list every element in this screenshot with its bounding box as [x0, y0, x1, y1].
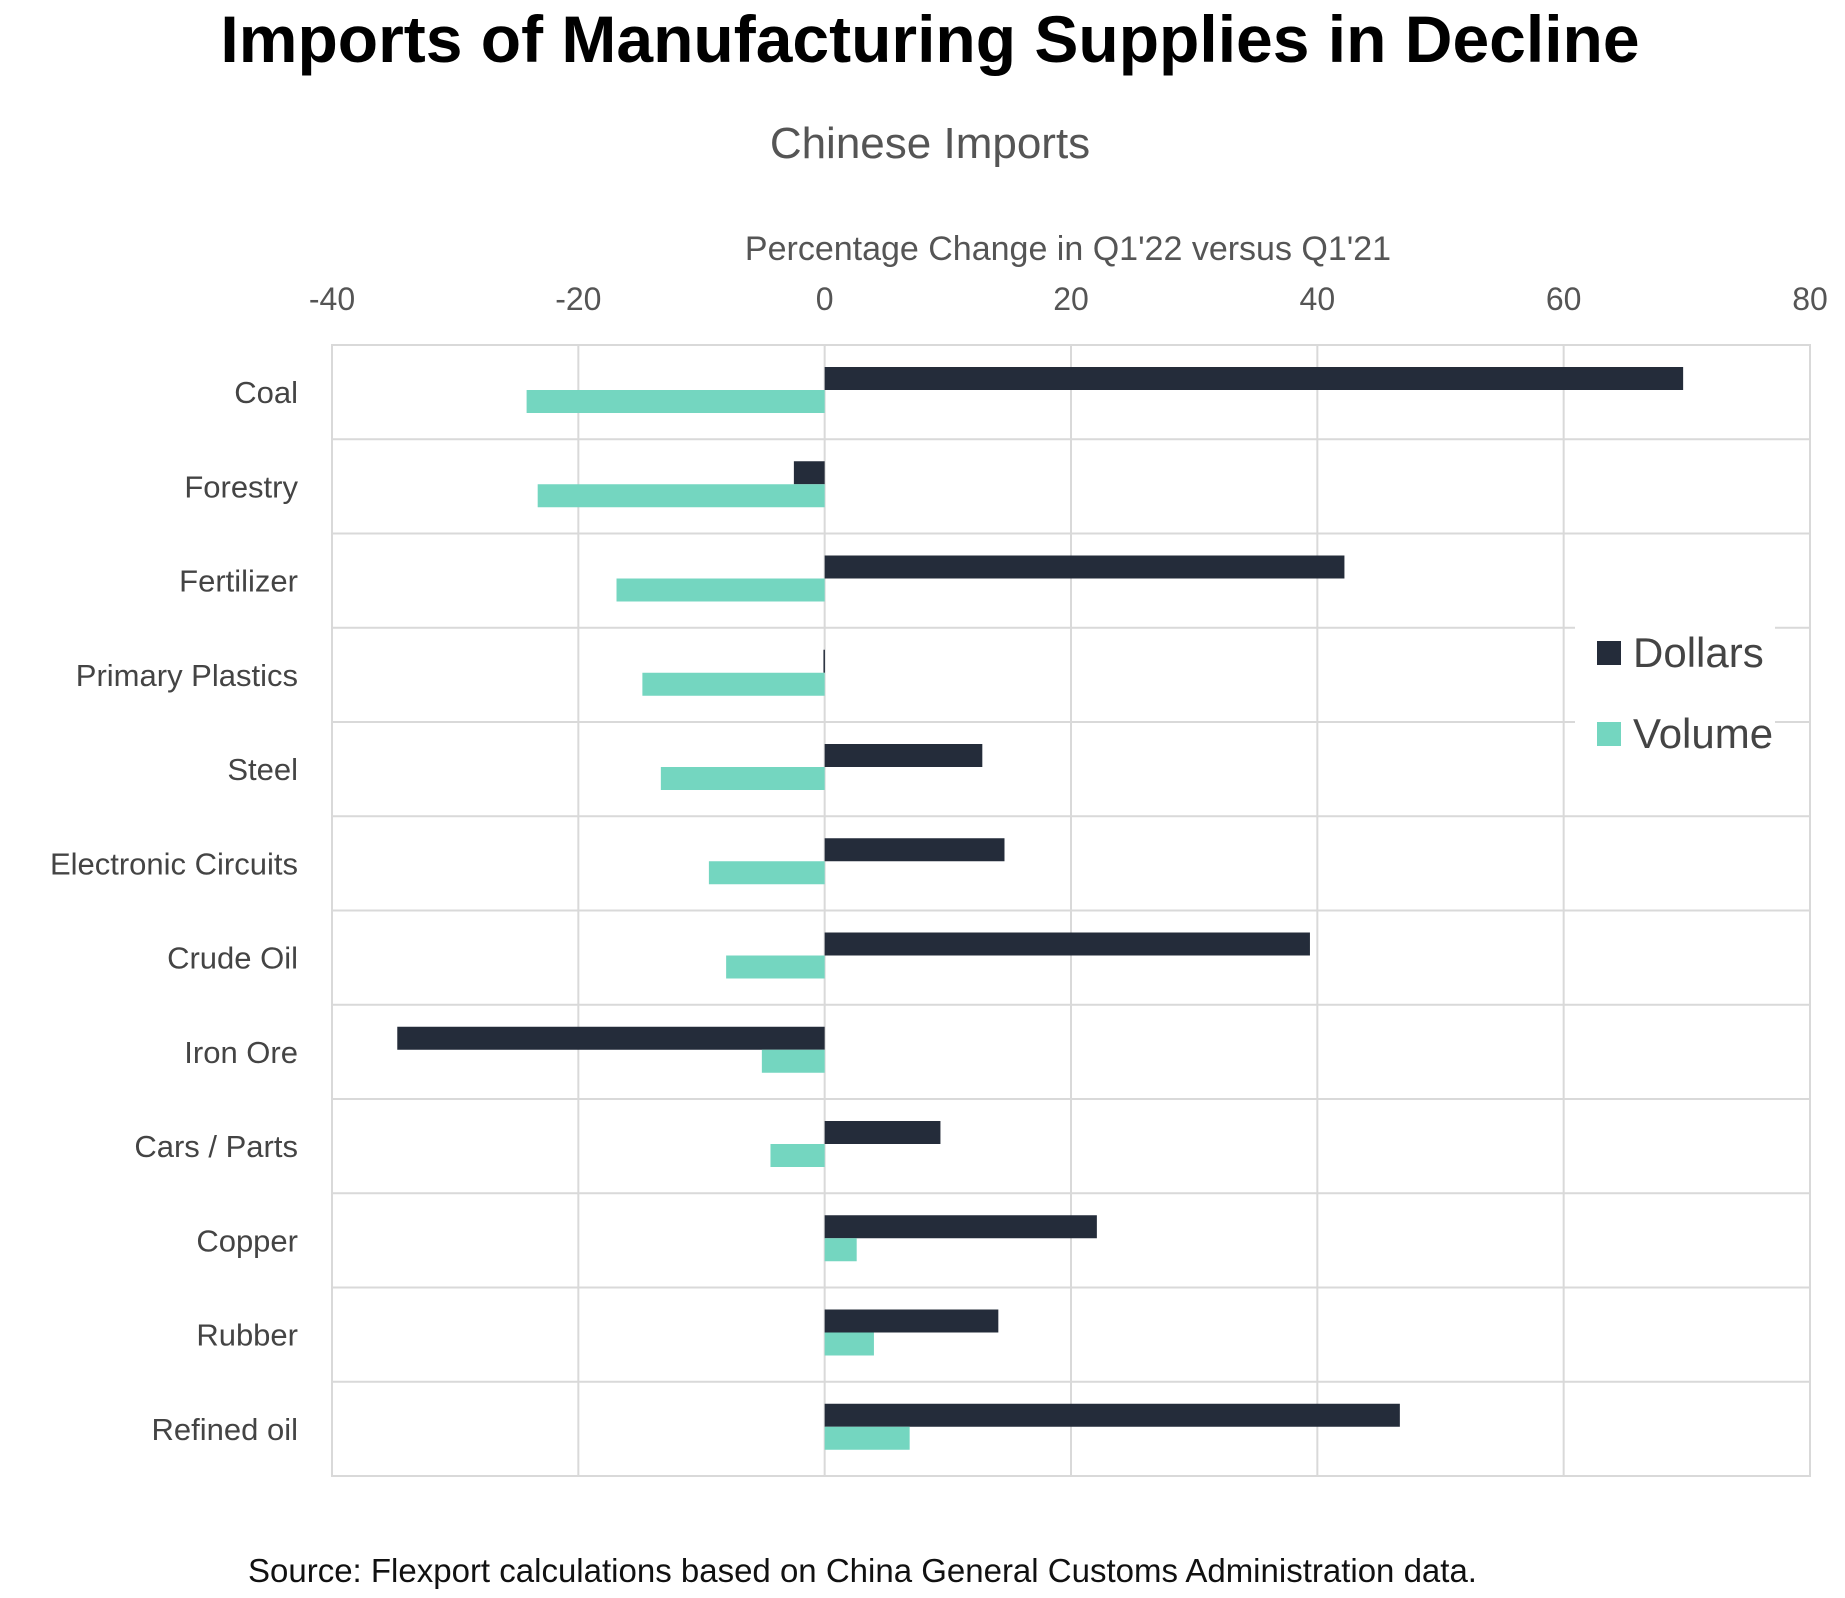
- x-tick-label: -20: [555, 281, 601, 317]
- bar-dollars-8: [824, 1121, 941, 1144]
- bar-dollars-1: [793, 461, 825, 485]
- category-label: Crude Oil: [167, 941, 298, 976]
- gridlines: [331, 345, 1811, 1476]
- bars: [397, 367, 1684, 1450]
- legend: Dollars Volume: [1575, 620, 1775, 765]
- bar-dollars-2: [824, 555, 1345, 579]
- bar-volume-1: [537, 484, 825, 508]
- category-label: Steel: [227, 752, 298, 787]
- x-tick-label: 20: [1053, 281, 1089, 317]
- category-label: Forestry: [184, 469, 298, 504]
- category-label: Primary Plastics: [76, 658, 298, 693]
- category-labels: Coal Forestry Fertilizer Primary Plastics St…: [50, 375, 299, 1447]
- bar-dollars-9: [824, 1215, 1097, 1239]
- bar-dollars-10: [824, 1309, 999, 1333]
- bar-dollars-7: [397, 1026, 825, 1050]
- bar-volume-3: [642, 672, 825, 696]
- source-note: Source: Flexport calculations based on C…: [248, 1552, 1477, 1589]
- bar-volume-8: [770, 1144, 825, 1167]
- legend-label-volume: Volume: [1633, 710, 1773, 757]
- bar-volume-10: [824, 1332, 874, 1356]
- bar-volume-2: [616, 578, 825, 602]
- bar-volume-4: [660, 767, 825, 790]
- x-tick-label: 0: [816, 281, 834, 317]
- bar-dollars-0: [824, 367, 1684, 390]
- bar-volume-5: [708, 861, 825, 885]
- category-label: Fertilizer: [179, 564, 298, 599]
- x-tick-label: -40: [309, 281, 355, 317]
- bar-dollars-5: [824, 838, 1005, 862]
- legend-swatch-volume: [1597, 722, 1621, 746]
- x-tick-label: 60: [1546, 281, 1582, 317]
- bar-volume-0: [526, 390, 825, 413]
- category-label: Cars / Parts: [134, 1129, 298, 1164]
- bar-dollars-3: [823, 649, 825, 673]
- bar-volume-7: [761, 1049, 825, 1073]
- bar-dollars-11: [824, 1403, 1400, 1427]
- x-tick-label: 80: [1792, 281, 1828, 317]
- chart-title: Imports of Manufacturing Supplies in Dec…: [220, 2, 1639, 76]
- legend-swatch-dollars: [1597, 641, 1621, 665]
- category-label: Coal: [234, 375, 298, 410]
- category-label: Copper: [196, 1223, 298, 1258]
- category-label: Electronic Circuits: [50, 846, 298, 881]
- x-tick-label: 40: [1300, 281, 1336, 317]
- bar-dollars-4: [824, 744, 983, 767]
- bar-volume-11: [824, 1426, 910, 1450]
- category-label: Iron Ore: [184, 1035, 298, 1070]
- x-axis-label: Percentage Change in Q1'22 versus Q1'21: [745, 230, 1391, 268]
- category-label: Refined oil: [152, 1412, 298, 1447]
- legend-label-dollars: Dollars: [1633, 629, 1764, 676]
- bar-dollars-6: [824, 932, 1310, 956]
- chart-subtitle: Chinese Imports: [770, 119, 1090, 168]
- category-label: Rubber: [196, 1318, 298, 1353]
- x-tick-labels: -40 -20 0 20 40 60 80: [309, 281, 1828, 317]
- bar-volume-6: [726, 955, 825, 979]
- bar-volume-9: [824, 1238, 857, 1262]
